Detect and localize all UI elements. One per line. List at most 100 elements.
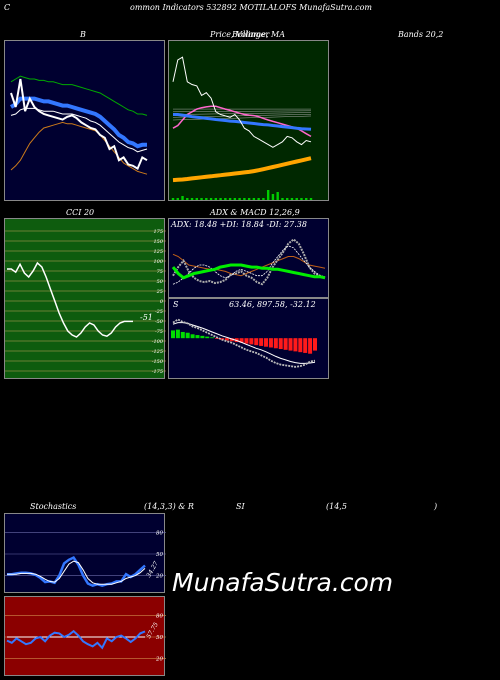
macd-histogram-bar [180, 331, 185, 339]
macd-signal-line [172, 322, 316, 364]
macd-histogram-bar [273, 338, 278, 349]
bb-upper-line [10, 75, 148, 116]
bollinger-b-panel [4, 40, 165, 201]
stoch-tick-label: 50 [156, 552, 163, 558]
cci-tick-label: -175 [152, 369, 163, 375]
bb-blue-band-line [9, 96, 147, 149]
price-band-line [172, 115, 312, 121]
macd-histogram-bar [200, 335, 205, 339]
header-c-letter: C [4, 3, 11, 12]
volume-bar [262, 198, 265, 200]
volume-bar [238, 198, 241, 200]
bb-middle-line [10, 107, 148, 153]
cci-tick-label: -150 [152, 359, 164, 365]
adx-chart [171, 238, 326, 286]
macd-histogram-bar [308, 338, 313, 354]
cci-panel: 175 150 125 100 75 50 25 0 -25 -50 -75 -100 -125 -150… [4, 218, 166, 379]
price-ma-blue-line [173, 113, 312, 131]
cci-last-value: -51 [140, 313, 153, 322]
volume-bar [266, 190, 270, 200]
volume-bar [219, 198, 222, 200]
cci-tick-label: -125 [152, 349, 163, 355]
stochastics-params: (14,3,3) & R [144, 502, 194, 511]
volume-bar [295, 198, 298, 200]
cci-tick-label: 100 [153, 259, 163, 265]
cci-tick-label: -25 [155, 309, 163, 315]
stoch-d-line [7, 560, 146, 585]
price-ma-chart [171, 56, 313, 200]
volume-bar [300, 198, 303, 200]
stochastics-panel: 80 50 20 34.27 [4, 513, 166, 593]
volume-bar [271, 194, 275, 200]
bb-price-line [10, 78, 148, 171]
stochastics-title: Stochastics [30, 502, 77, 511]
volume-bar [190, 198, 194, 200]
rsi-line [6, 629, 146, 650]
bb-lower-line [10, 121, 148, 175]
macd-chart [171, 318, 317, 368]
macd-histogram-bar [210, 337, 215, 339]
macd-histogram-bar [244, 338, 249, 344]
volume-bar [200, 198, 203, 200]
macd-histogram-bar [190, 334, 195, 339]
stochastics-chart: 80 50 20 [5, 530, 166, 588]
adx-macd-title: ADX & MACD 12,26,9 [210, 208, 300, 217]
adx-green-line [171, 263, 326, 280]
volume-bar [252, 198, 256, 200]
cci-tick-label: -50 [155, 319, 164, 325]
price-ma-title: Price, Volume, MA [210, 30, 286, 39]
adx-readout: ADX: 18.48 +DI: 18.84 -DI: 27.38 [171, 220, 307, 229]
macd-histogram-bar [229, 338, 234, 342]
volume-bar [171, 198, 175, 200]
volume-bar [209, 198, 213, 200]
page-title: ommon Indicators 532892 MOTILALOFS Munaf… [130, 3, 372, 12]
rsi-tick-label: 50 [156, 635, 163, 641]
rsi-chart: 80 50 20 [5, 613, 166, 663]
volume-bar [286, 198, 289, 200]
macd-histogram-bar [215, 338, 220, 339]
adx-gray-line [172, 238, 326, 286]
volume-bar [214, 198, 218, 200]
macd-histogram-bar [195, 335, 200, 339]
volume-bar [305, 198, 308, 200]
adx-white-line [172, 245, 326, 285]
volume-bar [257, 198, 260, 200]
macd-histogram-bar [239, 338, 244, 343]
bollinger-b-title: B [80, 30, 86, 39]
macd-histogram-bar [298, 338, 303, 353]
macd-panel: S 63.46, 897.58, -32.12 [168, 298, 329, 379]
cci-tick-label: 0 [160, 299, 164, 305]
price-ma-orange-line [172, 156, 312, 183]
macd-histogram-bar [283, 338, 288, 350]
price-band-line [172, 110, 312, 113]
volume-bar [290, 198, 294, 200]
macd-histogram-bar [249, 338, 254, 345]
volume-bar [281, 198, 284, 200]
macd-histogram-bar [205, 336, 210, 339]
macd-histogram-bar [303, 338, 308, 353]
watermark: MunafaSutra.com [172, 568, 394, 597]
volume-bar [309, 198, 313, 200]
macd-line [172, 318, 316, 368]
rsi-title: SI [236, 502, 245, 511]
price-ma-title-overlap: Bollinger [232, 30, 270, 39]
volume-bar [276, 192, 279, 200]
rsi-panel: 80 50 20 57.75 [4, 596, 166, 676]
volume-bar [176, 198, 179, 200]
volume-bar [247, 198, 251, 200]
volume-bar [228, 198, 232, 200]
cci-tick-label: 175 [153, 229, 163, 235]
volume-bar [233, 198, 237, 200]
cci-tick-label: 25 [156, 289, 163, 295]
cci-line [7, 261, 133, 338]
stoch-tick-label: 80 [156, 530, 163, 536]
macd-histogram-bar [313, 338, 317, 351]
macd-histogram-bar [224, 338, 229, 341]
cci-chart: 175 150 125 100 75 50 25 0 -25 -50 -75 -100 -125 -150… [5, 229, 166, 375]
cci-tick-label: -100 [152, 339, 164, 345]
macd-histogram-bar [293, 338, 298, 352]
volume-bar [205, 198, 208, 200]
rsi-params: (14,5 [326, 502, 347, 511]
cci-tick-label: -75 [155, 329, 163, 335]
cci-title: CCI 20 [66, 208, 95, 217]
